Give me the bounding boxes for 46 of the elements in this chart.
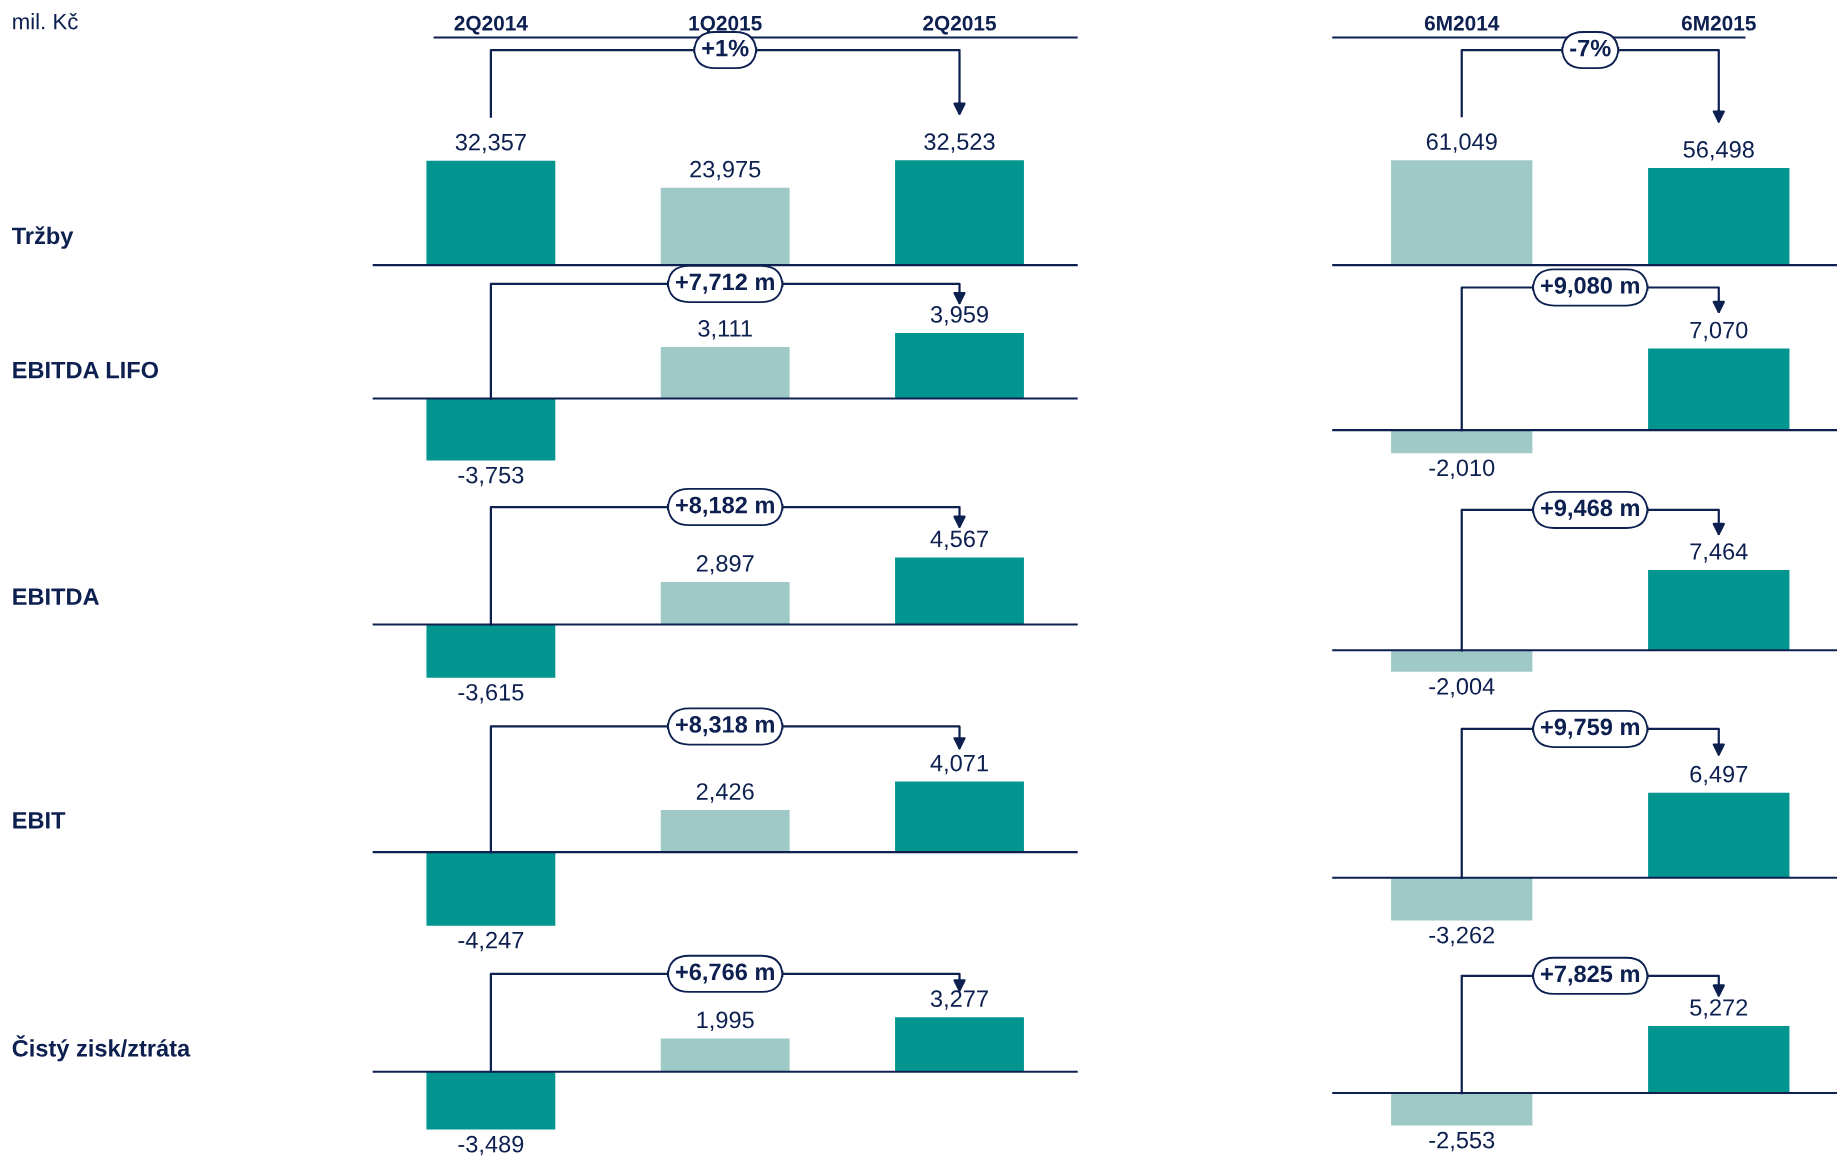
- data-label: -4,247: [458, 931, 524, 952]
- y-axis-title: EBITDA: [13, 588, 99, 605]
- data-label: -2,553: [1429, 1131, 1495, 1152]
- data-label: -3,615: [458, 683, 524, 704]
- data-label: 7,464: [1690, 543, 1748, 563]
- text: mil. Kč: [13, 13, 78, 30]
- data-label: 3,959: [930, 306, 988, 326]
- y-axis-title: EBITDA LIFO: [13, 361, 159, 379]
- data-label: 23,975: [690, 160, 761, 181]
- data-label: 61,049: [1426, 133, 1497, 153]
- x-tick-label: 2Q2014: [454, 15, 528, 35]
- x-tick-label: 6M2014: [1424, 15, 1500, 31]
- text: +8,182 m: [675, 496, 774, 517]
- data-label: 5,272: [1690, 999, 1748, 1019]
- data-label: 7,070: [1690, 321, 1748, 342]
- text: +9,468 m: [1541, 499, 1640, 520]
- data-label: -3,489: [458, 1135, 524, 1156]
- data-label: -3,753: [458, 466, 524, 487]
- data-label: 1,995: [697, 1011, 754, 1032]
- x-tick-label: 6M2015: [1681, 15, 1756, 31]
- text: +9,080 m: [1541, 277, 1640, 298]
- data-label: 4,567: [930, 530, 988, 550]
- data-label: 32,523: [924, 133, 995, 153]
- text: +7,712 m: [675, 273, 774, 294]
- text: +6,766 m: [675, 963, 774, 984]
- data-label: -2,004: [1429, 678, 1495, 698]
- y-axis-title: Čistý zisk/ztráta: [12, 1035, 191, 1062]
- data-label: 3,277: [930, 990, 988, 1010]
- data-label: 56,498: [1683, 141, 1754, 161]
- data-label: 3,111: [698, 320, 752, 340]
- text: +8,318 m: [675, 716, 774, 737]
- data-label: 6,497: [1690, 765, 1748, 786]
- text: -7%: [1570, 39, 1611, 57]
- text: +9,759 m: [1541, 718, 1640, 739]
- data-label: 2,897: [696, 555, 754, 575]
- text: +1%: [702, 39, 749, 57]
- x-tick-label: 1Q2015: [689, 15, 762, 35]
- data-label: 32,357: [455, 133, 526, 154]
- y-axis-title: EBIT: [13, 812, 66, 829]
- data-label: 2,426: [696, 783, 754, 803]
- y-axis-title: Tržby: [11, 226, 74, 249]
- data-label: -3,262: [1429, 926, 1495, 947]
- x-tick-label: 2Q2015: [923, 15, 996, 35]
- text: +7,825 m: [1541, 965, 1640, 986]
- data-label: -2,010: [1429, 459, 1495, 479]
- data-label: 4,071: [930, 754, 988, 775]
